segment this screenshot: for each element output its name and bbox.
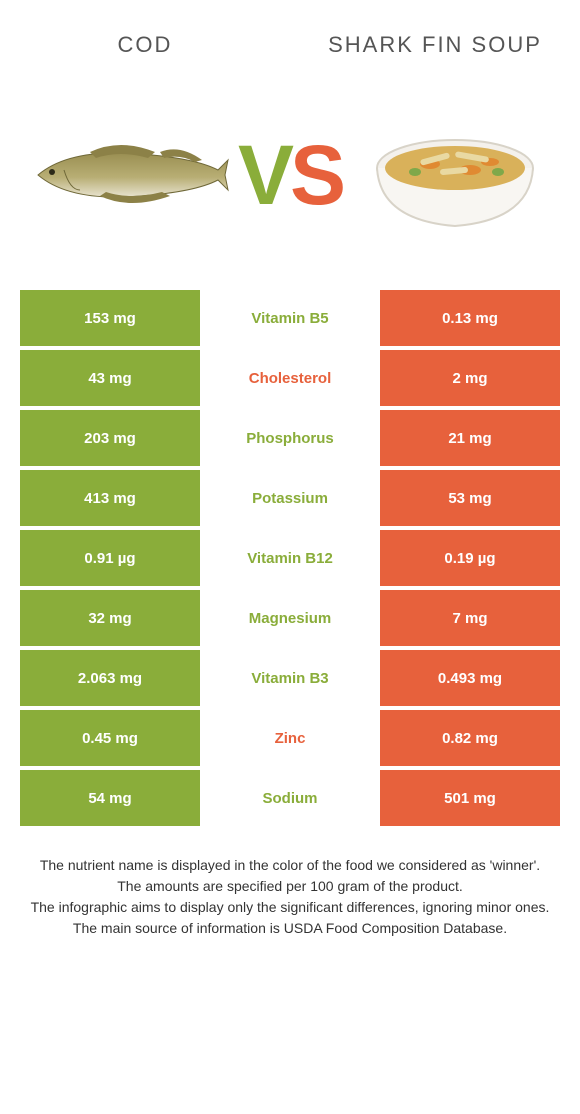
table-row: 0.45 mgZinc0.82 mg — [20, 710, 560, 766]
title-right: SHARK FIN SOUP — [290, 32, 580, 58]
left-value: 413 mg — [20, 470, 200, 526]
right-value: 0.13 mg — [380, 290, 560, 346]
table-row: 43 mgCholesterol2 mg — [20, 350, 560, 406]
nutrient-name: Vitamin B5 — [200, 290, 380, 346]
left-value: 32 mg — [20, 590, 200, 646]
nutrient-name: Vitamin B12 — [200, 530, 380, 586]
table-row: 413 mgPotassium53 mg — [20, 470, 560, 526]
nutrient-name: Sodium — [200, 770, 380, 826]
right-value: 0.82 mg — [380, 710, 560, 766]
nutrient-name: Vitamin B3 — [200, 650, 380, 706]
soup-image — [370, 120, 540, 230]
footnote-line: The main source of information is USDA F… — [16, 919, 564, 938]
left-value: 153 mg — [20, 290, 200, 346]
left-value: 54 mg — [20, 770, 200, 826]
right-value: 0.19 µg — [380, 530, 560, 586]
header: COD SHARK FIN SOUP — [0, 0, 580, 90]
vs-v: V — [238, 127, 290, 224]
nutrient-name: Potassium — [200, 470, 380, 526]
table-row: 2.063 mgVitamin B30.493 mg — [20, 650, 560, 706]
footnote-line: The infographic aims to display only the… — [16, 898, 564, 917]
comparison-table: 153 mgVitamin B50.13 mg43 mgCholesterol2… — [20, 290, 560, 826]
nutrient-name: Zinc — [200, 710, 380, 766]
right-value: 501 mg — [380, 770, 560, 826]
left-value: 0.91 µg — [20, 530, 200, 586]
vs-label: VS — [238, 127, 342, 224]
nutrient-name: Phosphorus — [200, 410, 380, 466]
footnotes: The nutrient name is displayed in the co… — [16, 856, 564, 938]
right-value: 7 mg — [380, 590, 560, 646]
title-left: COD — [0, 32, 290, 58]
cod-image — [30, 140, 230, 210]
table-row: 54 mgSodium501 mg — [20, 770, 560, 826]
footnote-line: The nutrient name is displayed in the co… — [16, 856, 564, 875]
nutrient-name: Magnesium — [200, 590, 380, 646]
table-row: 203 mgPhosphorus21 mg — [20, 410, 560, 466]
nutrient-name: Cholesterol — [200, 350, 380, 406]
right-value: 53 mg — [380, 470, 560, 526]
table-row: 32 mgMagnesium7 mg — [20, 590, 560, 646]
left-value: 43 mg — [20, 350, 200, 406]
table-row: 153 mgVitamin B50.13 mg — [20, 290, 560, 346]
hero-row: VS — [0, 90, 580, 260]
right-value: 2 mg — [380, 350, 560, 406]
right-value: 21 mg — [380, 410, 560, 466]
left-value: 2.063 mg — [20, 650, 200, 706]
left-value: 203 mg — [20, 410, 200, 466]
vs-s: S — [290, 127, 342, 224]
footnote-line: The amounts are specified per 100 gram o… — [16, 877, 564, 896]
left-value: 0.45 mg — [20, 710, 200, 766]
right-value: 0.493 mg — [380, 650, 560, 706]
table-row: 0.91 µgVitamin B120.19 µg — [20, 530, 560, 586]
